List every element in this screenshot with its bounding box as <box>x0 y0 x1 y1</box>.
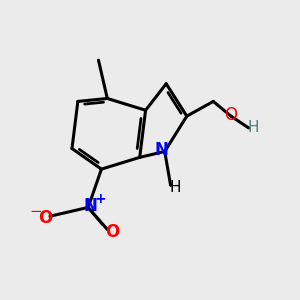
Text: N: N <box>154 141 168 159</box>
Text: −: − <box>29 204 42 219</box>
Text: O: O <box>106 224 120 242</box>
Text: O: O <box>224 106 237 124</box>
Text: N: N <box>84 197 98 215</box>
Text: H: H <box>169 180 181 195</box>
Text: +: + <box>95 192 106 206</box>
Text: H: H <box>247 120 259 135</box>
Text: O: O <box>38 209 52 227</box>
